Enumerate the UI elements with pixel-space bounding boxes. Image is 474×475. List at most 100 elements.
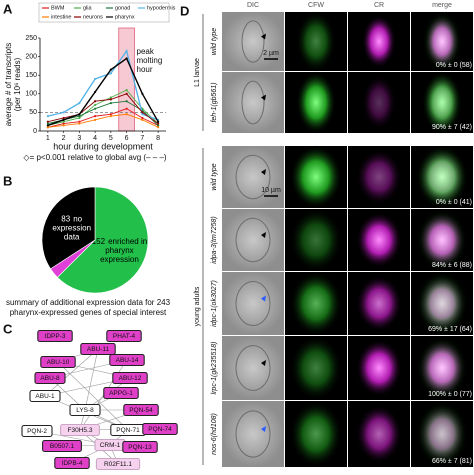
dic-pharynx <box>241 20 265 63</box>
node-label: F30H5.3 <box>68 427 93 434</box>
slice-text: pharynx <box>105 246 133 255</box>
network-node <box>69 403 101 417</box>
network-node <box>109 353 145 367</box>
y-tick-label: 100 <box>25 91 37 98</box>
network-node <box>34 371 66 385</box>
cr-signal <box>356 212 402 268</box>
result-label: 69% ± 17 (64) <box>428 326 472 333</box>
highlight-band <box>118 27 135 132</box>
node-label: ABU-1 <box>35 393 55 400</box>
dic-image <box>222 146 284 208</box>
series-point <box>46 126 49 129</box>
series-point <box>109 102 112 105</box>
annotation: molting <box>137 56 163 65</box>
cfw-signal <box>290 335 342 401</box>
result-label: 90% ± 7 (42) <box>432 124 472 131</box>
pie-caption: summary of additional expression data fo… <box>6 298 171 307</box>
row-label: idpc-1(ok3027) <box>211 280 218 327</box>
network-node <box>142 422 178 436</box>
dic-pharynx <box>235 217 271 263</box>
node-label: LYS-8 <box>76 407 94 414</box>
dic-arrow <box>261 426 266 432</box>
series-point <box>141 116 144 120</box>
series-point <box>157 126 160 129</box>
network-node <box>80 342 116 356</box>
cr-signal <box>362 14 396 69</box>
cfw-signal <box>296 71 336 134</box>
network-edge <box>57 361 129 431</box>
series-point <box>157 122 160 125</box>
series-point <box>141 118 144 121</box>
panel-label: A <box>3 1 13 16</box>
scale-bar-label: 2 µm <box>263 50 279 57</box>
series-point <box>62 116 65 120</box>
series-point <box>125 49 128 53</box>
row-label: nos-6(hd108) <box>211 413 218 455</box>
series-point <box>78 113 81 116</box>
series-point <box>109 72 112 75</box>
dic-pharynx <box>235 154 271 200</box>
result-label: 0% ± 0 (41) <box>436 199 472 206</box>
series-line <box>47 113 159 128</box>
series-point <box>109 68 112 71</box>
node-label: R02F11.1 <box>104 461 132 468</box>
cfw-signal <box>290 271 342 336</box>
y-axis-label: (per 10⁶ reads) <box>13 57 22 111</box>
pie-slice <box>41 186 96 270</box>
series-point <box>94 118 97 121</box>
network-edge <box>44 348 99 397</box>
series-point <box>62 120 65 123</box>
panel-label: D <box>180 3 189 18</box>
network-edge <box>84 348 99 411</box>
row-label: wild type <box>211 28 218 55</box>
annotation: peak <box>137 47 155 56</box>
row-label: lrpc-1(gk235518) <box>211 342 218 395</box>
series-point <box>94 77 97 81</box>
x-tick-label: 2 <box>62 135 66 142</box>
scale-bar-label: 10 µm <box>261 187 281 194</box>
series-point <box>141 92 144 95</box>
cr-signal <box>419 339 465 397</box>
dic-arrow <box>261 232 266 238</box>
cr-signal <box>425 75 459 130</box>
node-label: IDPB-4 <box>62 460 83 467</box>
network-node <box>122 440 158 454</box>
y-tick-label: 0 <box>33 128 37 135</box>
dic-pharynx <box>235 345 271 391</box>
series-line <box>47 93 159 124</box>
series-point <box>109 96 112 99</box>
x-axis-label: hour during development <box>53 141 153 151</box>
series-point <box>125 107 128 110</box>
y-tick-label: 150 <box>25 72 37 79</box>
series-point <box>62 122 65 125</box>
pie-slice <box>56 186 149 294</box>
node-label: PQN-2 <box>27 428 47 435</box>
node-label: PHAT-4 <box>113 333 136 340</box>
node-label: PQN-74 <box>148 426 172 433</box>
series-point <box>109 115 112 118</box>
series-point <box>94 103 97 107</box>
node-label: PQN-71 <box>116 427 140 434</box>
series-point <box>125 57 128 60</box>
series-point <box>46 122 49 125</box>
series-line <box>47 49 159 121</box>
x-tick-label: 5 <box>109 135 113 142</box>
cr-signal <box>356 149 402 205</box>
series-point <box>125 100 128 103</box>
node-label: B0507.1 <box>50 443 75 450</box>
network-node <box>21 424 53 438</box>
result-label: 84% ± 6 (88) <box>432 262 472 269</box>
series-point <box>62 111 65 114</box>
group-label: L1 larvae <box>194 58 201 87</box>
cr-signal <box>356 404 402 464</box>
slice-text: data <box>64 232 80 241</box>
node-label: IDPP-3 <box>45 333 66 340</box>
dic-arrow <box>261 94 266 101</box>
slice-text: expression <box>100 255 139 264</box>
network-node <box>95 457 141 471</box>
series-point <box>78 115 81 118</box>
slice-text: expression <box>52 223 91 232</box>
row-label: idpa-3(tm7258) <box>211 216 218 263</box>
cr-signal <box>419 149 465 205</box>
series-point <box>125 113 128 116</box>
